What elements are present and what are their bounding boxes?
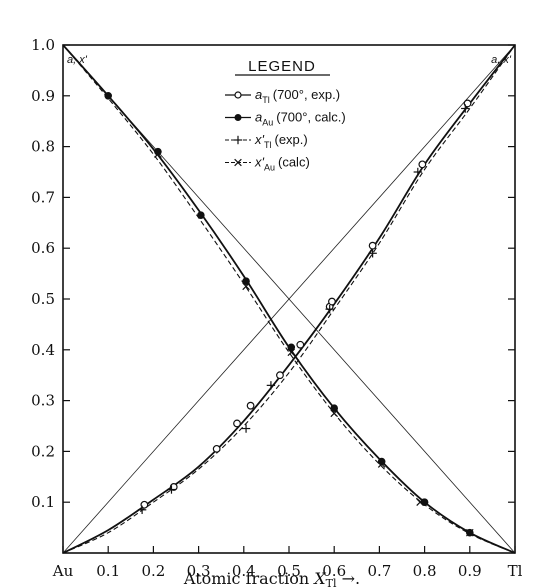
x-tick-label: Tl: [508, 562, 523, 580]
legend-title: LEGEND: [248, 58, 316, 75]
data-point-a_au: [242, 277, 250, 286]
data-point-x_au: [416, 498, 424, 506]
x-tick-label: 0.6: [322, 562, 346, 580]
y-tick-label: 0.5: [31, 290, 55, 308]
legend-label: x'Au (calc): [254, 155, 310, 173]
x-tick-label: 0.5: [277, 562, 301, 580]
data-point-a_tl: [169, 483, 178, 491]
data-point-x_au: [330, 409, 338, 418]
data-point-x_au: [287, 348, 296, 357]
legend-marker: [234, 91, 242, 99]
curve-x_au: [62, 44, 516, 554]
data-point-a_au: [287, 343, 296, 352]
data-point-a_tl: [463, 99, 472, 108]
data-point-a_tl: [140, 500, 149, 509]
legend-label: x'Tl (exp.): [254, 132, 308, 150]
data-point-a_au: [330, 404, 339, 413]
x-tick-label: 0.4: [232, 562, 256, 580]
legend-label: aAu (700°, calc.): [255, 110, 346, 128]
data-point-x_tl: [167, 485, 176, 494]
data-point-x_tl: [137, 505, 147, 515]
y-tick-label: 0.6: [31, 239, 55, 257]
x-tick-label: 0.2: [141, 562, 165, 580]
y-tick-label: 0.3: [31, 392, 55, 410]
data-point-a_tl: [368, 241, 377, 250]
legend-entry: aTl (700°, exp.): [225, 87, 340, 105]
data-point-x_tl: [368, 249, 377, 258]
x-tick-label: 0.7: [367, 562, 391, 580]
x-axis-label-group: Atomic fraction XTl →.: [183, 569, 360, 588]
corner-labels: a, x' a, x': [67, 54, 512, 66]
x-tick-label: 0.1: [96, 562, 120, 580]
curve-a_au: [62, 44, 516, 554]
data-point-a_tl: [296, 340, 305, 349]
data-point-x_tl: [241, 424, 251, 433]
legend-entry: aAu (700°, calc.): [225, 110, 346, 128]
legend-marker: [233, 135, 243, 145]
y-tick-label: 0.1: [31, 493, 55, 511]
legend: LEGEND aTl (700°, exp.) aAu (700°, calc.) x'T…: [225, 58, 346, 173]
x-tick-label: 0.8: [413, 562, 437, 580]
corner-label-right: a, x': [491, 54, 512, 66]
data-point-a_tl: [328, 297, 336, 306]
y-tick-label: 0.7: [31, 188, 55, 206]
x-tick-label: 0.3: [187, 562, 211, 580]
data-point-a_tl: [212, 444, 221, 453]
y-tick-label: 0.2: [31, 442, 55, 460]
data-point-a_tl: [276, 371, 284, 380]
data-point-x_tl: [266, 381, 276, 390]
data-point-a_au: [197, 211, 205, 219]
legend-label: aTl (700°, exp.): [255, 87, 340, 105]
data-point-x_au: [377, 460, 386, 468]
y-tick-label: 0.9: [31, 87, 55, 105]
data-point-a_tl: [233, 419, 241, 428]
data-point-x_au: [466, 528, 474, 537]
legend-marker: [234, 114, 242, 121]
x-axis-label: Atomic fraction XTl →.: [183, 569, 360, 588]
legend-marker: [234, 158, 242, 167]
data-point-a_au: [104, 92, 112, 100]
data-point-x_tl: [413, 167, 423, 177]
data-point-x_tl: [325, 304, 334, 314]
x-tick-label: 0.9: [458, 562, 482, 580]
data-point-a_tl: [246, 401, 255, 410]
data-point-x_au: [242, 282, 250, 291]
legend-entry: x'Tl (exp.): [225, 132, 308, 150]
corner-label-left: a, x': [67, 54, 88, 66]
data-point-a_au: [420, 498, 429, 507]
y-tick-label: 0.8: [31, 138, 55, 156]
y-tick-label: 0.4: [31, 341, 55, 359]
data-point-a_tl: [418, 160, 427, 169]
legend-entry: x'Au (calc): [225, 155, 310, 173]
data-point-x_tl: [461, 104, 470, 113]
data-point-x_au: [154, 150, 162, 159]
series-markers: [104, 92, 474, 537]
y-tick-label: 1.0: [31, 36, 55, 54]
x-tick-label: Au: [52, 562, 74, 580]
axis-ticks: 0.1 0.2 0.3 0.4 0.5 0.6 0.7 0.8 0.9 1.0 Au 0.1 0.2 0.…: [31, 36, 522, 580]
